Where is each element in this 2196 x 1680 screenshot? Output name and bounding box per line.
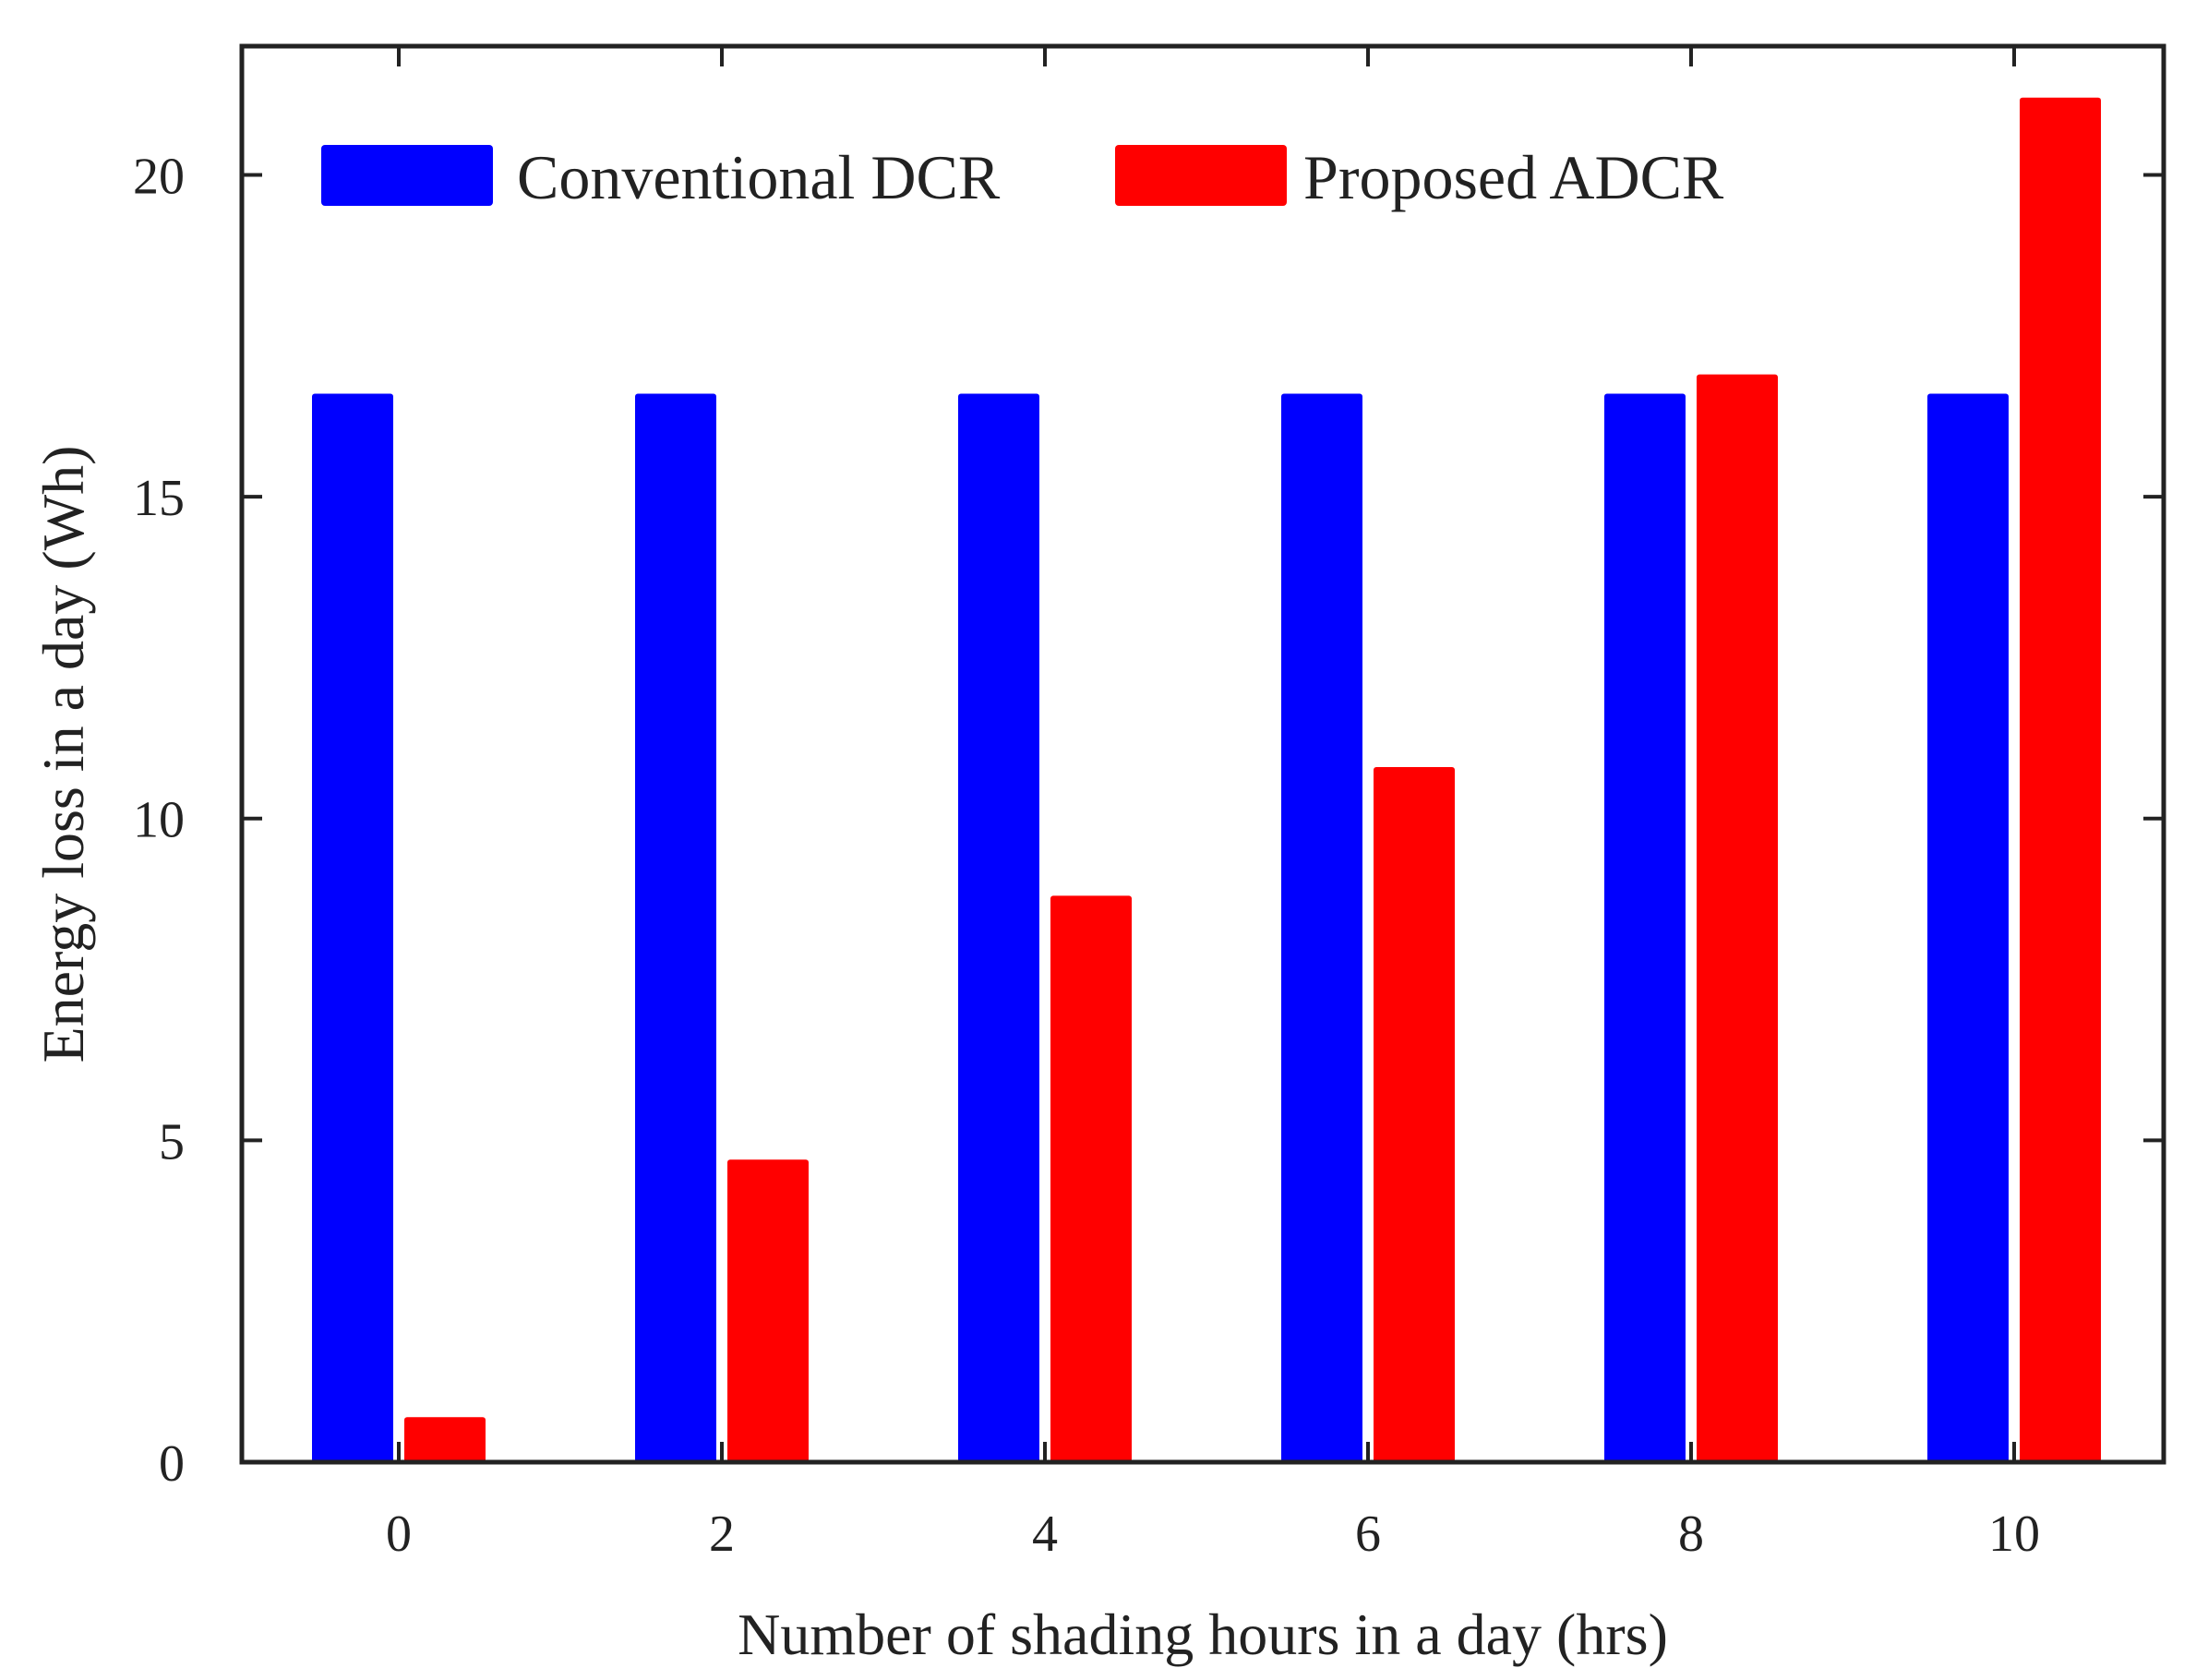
x-tick-labels: 0 2 4 6 8 10: [386, 1506, 2040, 1563]
bar-proposed-adcr-2: [727, 1159, 809, 1462]
x-tick-label-2: 2: [709, 1506, 735, 1563]
x-tick-label-6: 6: [1355, 1506, 1381, 1563]
bar-proposed-adcr-8: [1697, 374, 1778, 1462]
bars-group: [312, 97, 2101, 1462]
bar-proposed-adcr-6: [1374, 766, 1455, 1462]
y-tick-label-20: 20: [133, 148, 185, 205]
y-tick-label-5: 5: [159, 1113, 185, 1170]
legend-label-proposed-adcr: Proposed ADCR: [1303, 142, 1724, 212]
bar-conventional-dcr-8: [1604, 393, 1686, 1462]
bar-conventional-dcr-2: [635, 393, 716, 1462]
y-tick-label-0: 0: [159, 1435, 185, 1493]
y-tick-labels: 0 5 10 15 20: [133, 148, 185, 1493]
legend-label-conventional-dcr: Conventional DCR: [517, 142, 1001, 212]
x-tick-label-8: 8: [1678, 1506, 1704, 1563]
bar-proposed-adcr-0: [404, 1417, 486, 1462]
bar-conventional-dcr-0: [312, 393, 393, 1462]
ticks-group: [242, 46, 2164, 1464]
x-tick-label-0: 0: [386, 1506, 412, 1563]
plot-frame: [239, 43, 2166, 1465]
x-axis-title: Number of shading hours in a day (hrs): [738, 1602, 1668, 1667]
bar-conventional-dcr-6: [1281, 393, 1362, 1462]
legend-swatch-conventional-dcr: [321, 145, 493, 206]
x-tick-label-4: 4: [1032, 1506, 1058, 1563]
y-tick-label-15: 15: [133, 470, 185, 527]
y-tick-label-10: 10: [133, 792, 185, 849]
bar-conventional-dcr-10: [1927, 393, 2009, 1462]
bar-proposed-adcr-4: [1050, 895, 1132, 1462]
bar-conventional-dcr-4: [958, 393, 1039, 1462]
bar-proposed-adcr-10: [2020, 97, 2101, 1462]
y-axis-title: Energy loss in a day (Wh): [30, 446, 96, 1063]
legend: Conventional DCR Proposed ADCR: [321, 142, 1724, 212]
legend-swatch-proposed-adcr: [1115, 145, 1287, 206]
x-tick-label-10: 10: [1988, 1506, 2040, 1563]
